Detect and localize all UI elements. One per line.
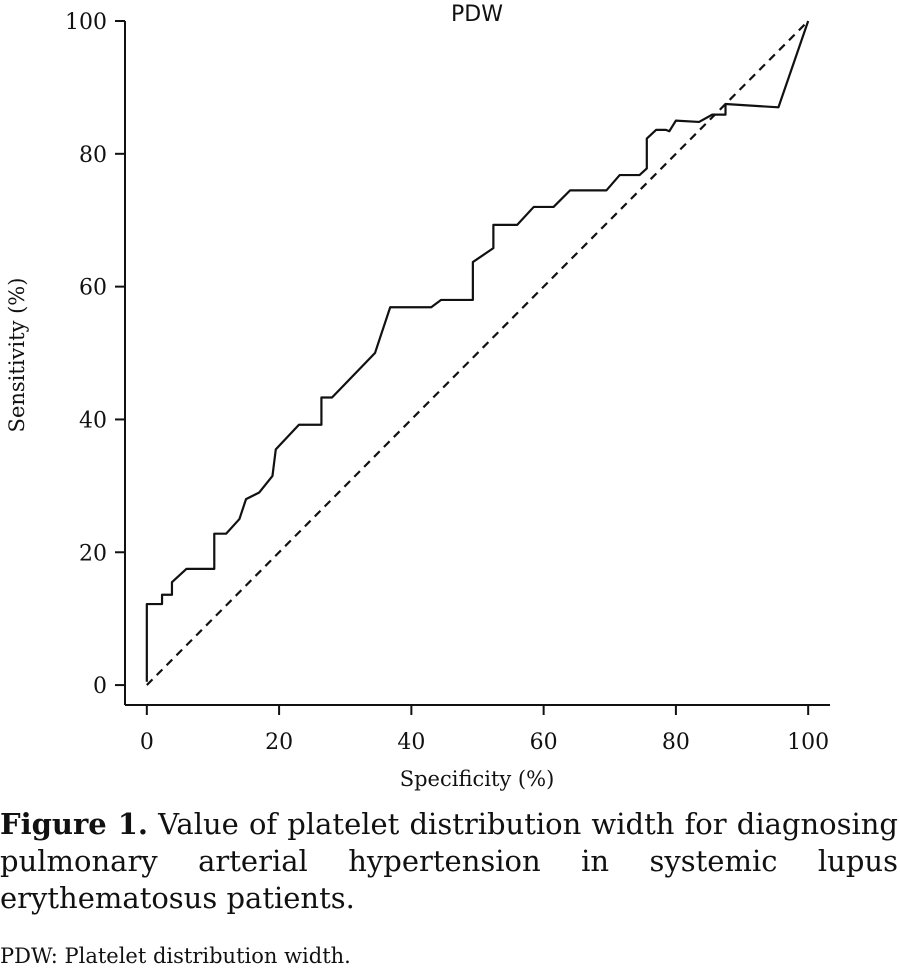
chart-title: PDW <box>451 2 503 27</box>
y-tick-label: 20 <box>79 541 107 566</box>
note: PDW: Platelet distribution width. <box>0 944 351 968</box>
reference-line <box>146 20 809 686</box>
x-axis-label: Specificity (%) <box>400 767 555 791</box>
y-tick-label: 0 <box>93 674 107 699</box>
x-tick-label: 60 <box>530 730 558 755</box>
y-tick-label: 80 <box>79 143 107 168</box>
caption: Figure 1. Value of platelet distribution… <box>0 806 898 917</box>
chart: PDW Specificity (%) Sensitivity (%) 0 20 4… <box>5 2 830 791</box>
x-tick-label: 80 <box>662 730 690 755</box>
y-tick-label: 40 <box>79 408 107 433</box>
x-tick-label: 20 <box>265 730 293 755</box>
x-tick-label: 40 <box>397 730 425 755</box>
caption-label: Figure 1. <box>0 807 148 841</box>
y-tick-label: 100 <box>65 10 107 35</box>
roc-curve <box>145 20 810 682</box>
x-tick-label: 100 <box>787 730 829 755</box>
y-tick-label: 60 <box>79 276 107 301</box>
caption-text: Value of platelet distribution width for… <box>0 807 898 915</box>
x-tick-label: 0 <box>140 730 154 755</box>
y-axis-label: Sensitivity (%) <box>5 278 29 433</box>
